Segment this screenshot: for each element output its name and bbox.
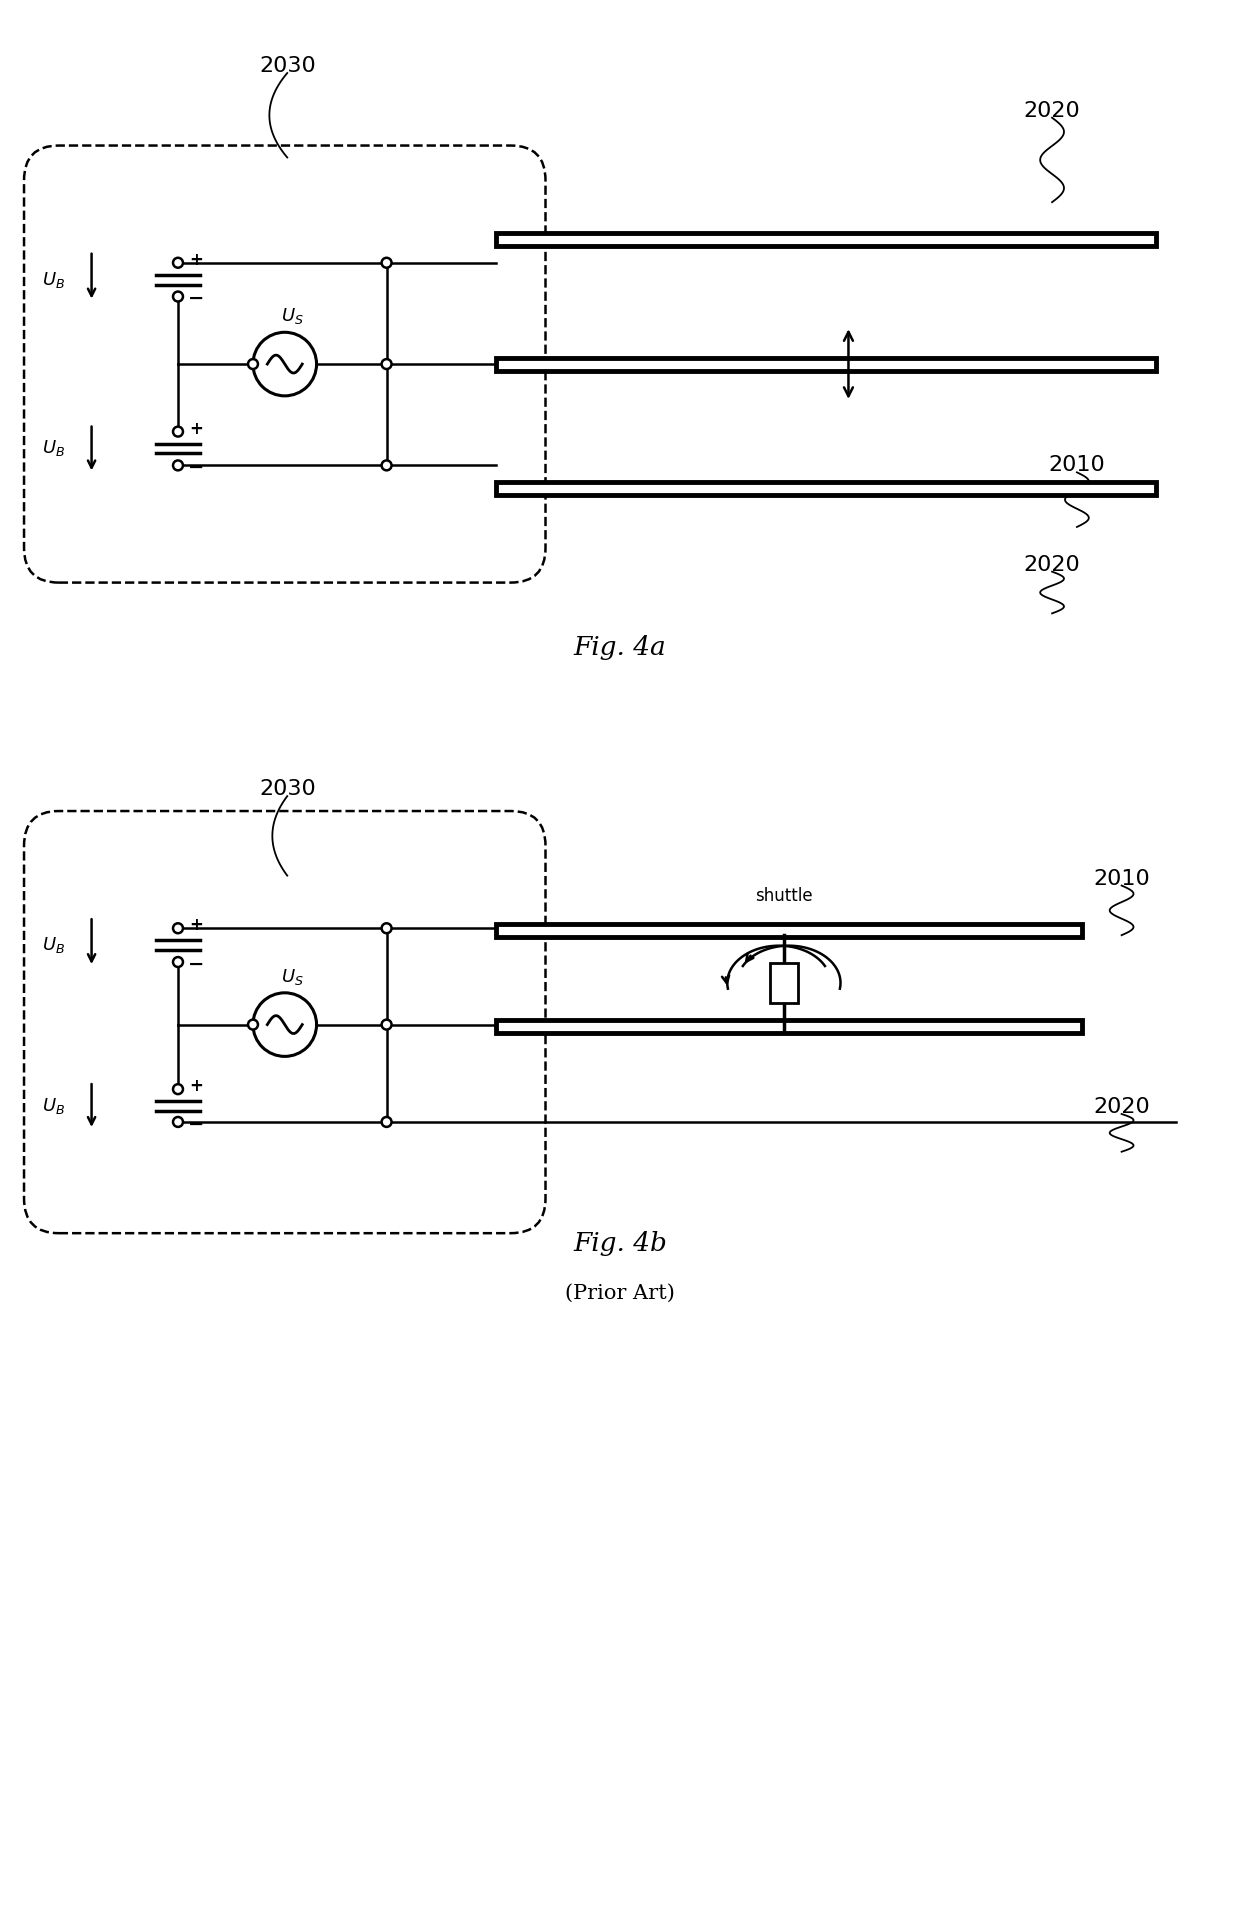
- Bar: [496, 482, 1157, 494]
- Circle shape: [382, 461, 392, 471]
- Circle shape: [382, 259, 392, 268]
- Circle shape: [174, 291, 184, 301]
- Text: 2010: 2010: [1094, 868, 1149, 888]
- Circle shape: [382, 1019, 392, 1029]
- Bar: [770, 963, 797, 1004]
- Bar: [496, 357, 1157, 371]
- Text: (Prior Art): (Prior Art): [565, 1283, 675, 1303]
- Text: $U_B$: $U_B$: [42, 438, 66, 459]
- Circle shape: [174, 259, 184, 268]
- Text: Fig. 4a: Fig. 4a: [574, 635, 666, 660]
- Text: 2020: 2020: [1094, 1096, 1149, 1117]
- Text: +: +: [188, 1077, 203, 1094]
- Circle shape: [382, 359, 392, 369]
- Circle shape: [174, 427, 184, 436]
- Text: −: −: [187, 290, 205, 309]
- Circle shape: [248, 1019, 258, 1029]
- Circle shape: [174, 1117, 184, 1127]
- Circle shape: [174, 461, 184, 471]
- Text: 2020: 2020: [1024, 554, 1080, 575]
- Circle shape: [174, 957, 184, 967]
- Text: 2030: 2030: [259, 780, 316, 799]
- Text: 2020: 2020: [1024, 100, 1080, 122]
- Text: +: +: [188, 251, 203, 268]
- Text: +: +: [188, 419, 203, 438]
- Circle shape: [248, 359, 258, 369]
- Circle shape: [174, 1085, 184, 1094]
- Circle shape: [382, 1117, 392, 1127]
- Text: $U_B$: $U_B$: [42, 270, 66, 290]
- Text: −: −: [187, 1114, 205, 1133]
- Text: $U_B$: $U_B$: [42, 1096, 66, 1116]
- Circle shape: [174, 923, 184, 934]
- Text: Fig. 4b: Fig. 4b: [573, 1231, 667, 1256]
- Bar: [496, 924, 1081, 936]
- Circle shape: [382, 923, 392, 934]
- Bar: [496, 234, 1157, 247]
- Text: −: −: [187, 457, 205, 477]
- Text: $U_B$: $U_B$: [42, 936, 66, 955]
- Bar: [496, 1021, 1081, 1033]
- Text: 2010: 2010: [1049, 455, 1105, 475]
- Text: +: +: [188, 917, 203, 934]
- Text: −: −: [187, 955, 205, 973]
- Text: $U_S$: $U_S$: [281, 967, 304, 986]
- Text: shuttle: shuttle: [755, 888, 812, 905]
- Text: $U_S$: $U_S$: [281, 307, 304, 326]
- Text: 2030: 2030: [259, 56, 316, 75]
